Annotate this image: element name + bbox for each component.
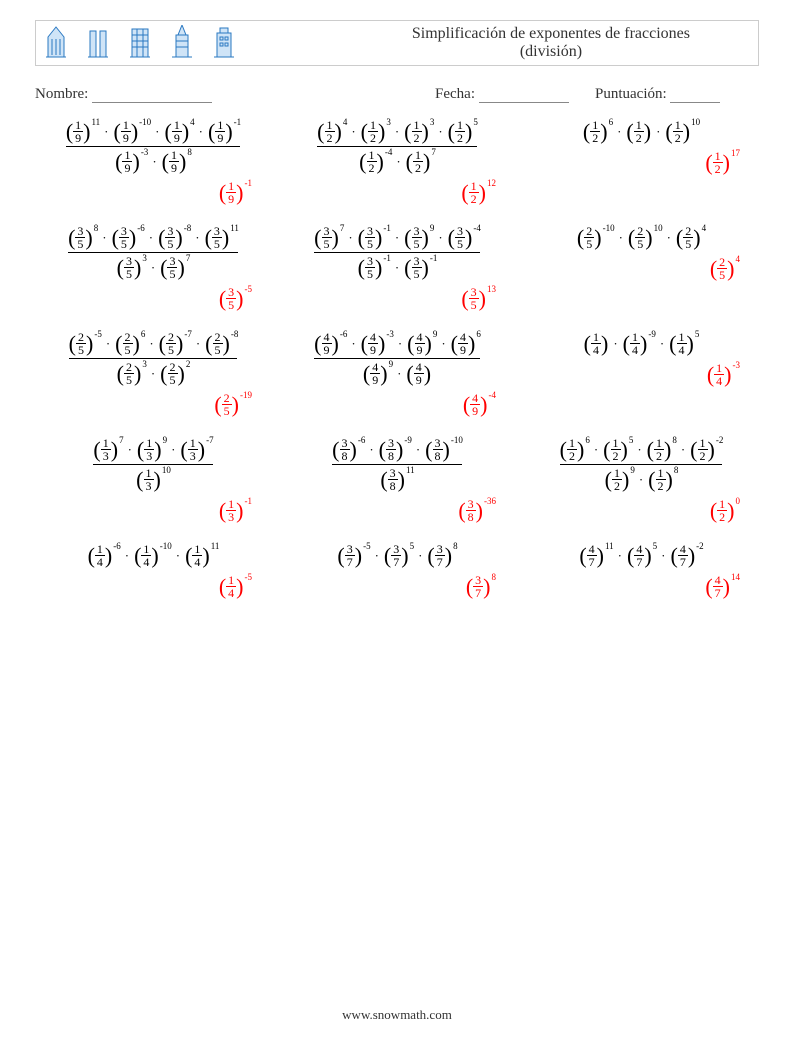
expression: (12)4·(12)3·(12)3·(12)5 (12)-4·(12)7 [317,119,477,174]
expression: (35)7·(35)-1·(35)9·(35)-4 (35)-1·(35)-1 [314,225,480,280]
answer: (12)17 [705,150,759,175]
header-bar: Simplificación de exponentes de fraccion… [35,20,759,66]
nombre-field: Nombre: [35,86,435,103]
problem-4: (35)8·(35)-6·(35)-8·(35)11 (35)3·(35)7 (… [35,225,271,311]
numerator: (38)-6·(38)-9·(38)-10 [332,437,462,465]
problem-2: (12)4·(12)3·(12)3·(12)5 (12)-4·(12)7 (12… [279,119,515,205]
numerator: (25)-5·(25)6·(25)-7·(25)-8 [69,331,238,359]
answer: (14)-5 [219,574,271,599]
building-3-icon [128,25,152,64]
nombre-label: Nombre: [35,86,88,102]
problem-6: (25)-10·(25)10·(25)4 (25)4 [523,225,759,311]
answer: (35)13 [461,286,515,311]
answer: (37)8 [466,574,515,599]
numerator: (25)-10·(25)10·(25)4 [577,225,705,250]
problem-12: (12)6·(12)5·(12)8·(12)-2 (12)9·(12)8 (12… [523,437,759,523]
title-line-1: Simplificación de exponentes de fraccion… [412,25,690,43]
expression: (12)6·(12)5·(12)8·(12)-2 (12)9·(12)8 [560,437,723,492]
problem-15: (47)11·(47)5·(47)-2 (47)14 [523,543,759,599]
expression: (49)-6·(49)-3·(49)9·(49)6 (49)9·(49) [314,331,480,386]
answer: (49)-4 [463,392,515,417]
problem-3: (12)6·(12)·(12)10 (12)17 [523,119,759,205]
denominator: (19)-3·(19)8 [115,147,191,174]
answer: (38)-36 [458,498,515,523]
problem-8: (49)-6·(49)-3·(49)9·(49)6 (49)9·(49) (49… [279,331,515,417]
building-2-icon [86,25,110,64]
answer: (25)-19 [214,392,271,417]
denominator: (49)9·(49) [363,359,431,386]
expression: (14)·(14)-9·(14)5 [584,331,699,356]
numerator: (12)4·(12)3·(12)3·(12)5 [317,119,477,147]
expression: (13)7·(13)9·(13)-7 (13)10 [93,437,212,492]
title-line-2: (división) [412,43,690,61]
problem-5: (35)7·(35)-1·(35)9·(35)-4 (35)-1·(35)-1 … [279,225,515,311]
numerator: (14)-6·(14)-10·(14)11 [88,543,219,568]
denominator: (12)-4·(12)7 [359,147,435,174]
punt-blank [670,88,720,103]
answer: (12)12 [461,180,515,205]
punt-field: Puntuación: [595,86,720,103]
fecha-blank [479,88,569,103]
expression: (37)-5·(37)5·(37)8 [337,543,456,568]
denominator: (35)-1·(35)-1 [358,253,437,280]
expression: (14)-6·(14)-10·(14)11 [88,543,219,568]
building-1-icon [44,25,68,64]
building-4-icon [170,25,194,64]
denominator: (25)3·(25)2 [117,359,190,386]
expression: (25)-5·(25)6·(25)-7·(25)-8 (25)3·(25)2 [69,331,238,386]
numerator: (37)-5·(37)5·(37)8 [337,543,456,568]
denominator: (38)11 [380,465,413,492]
numerator: (12)6·(12)·(12)10 [583,119,699,144]
problem-10: (13)7·(13)9·(13)-7 (13)10 (13)-1 [35,437,271,523]
fecha-field: Fecha: [435,86,595,103]
problems-grid: (19)11·(19)-10·(19)4·(19)-1 (19)-3·(19)8… [35,119,759,599]
problem-7: (25)-5·(25)6·(25)-7·(25)-8 (25)3·(25)2 (… [35,331,271,417]
expression: (35)8·(35)-6·(35)-8·(35)11 (35)3·(35)7 [68,225,238,280]
meta-row: Nombre: Fecha: Puntuación: [35,86,759,103]
problem-14: (37)-5·(37)5·(37)8 (37)8 [279,543,515,599]
answer: (25)4 [710,256,759,281]
problem-1: (19)11·(19)-10·(19)4·(19)-1 (19)-3·(19)8… [35,119,271,205]
problem-9: (14)·(14)-9·(14)5 (14)-3 [523,331,759,417]
numerator: (35)7·(35)-1·(35)9·(35)-4 [314,225,480,253]
numerator: (14)·(14)-9·(14)5 [584,331,699,356]
answer: (35)-5 [219,286,271,311]
answer: (12)0 [710,498,759,523]
expression: (47)11·(47)5·(47)-2 [579,543,702,568]
denominator: (12)9·(12)8 [605,465,678,492]
expression: (19)11·(19)-10·(19)4·(19)-1 (19)-3·(19)8 [66,119,240,174]
numerator: (47)11·(47)5·(47)-2 [579,543,702,568]
expression: (25)-10·(25)10·(25)4 [577,225,705,250]
answer: (47)14 [705,574,759,599]
punt-label: Puntuación: [595,86,667,102]
icon-row [44,20,236,67]
nombre-blank [92,88,212,103]
problem-11: (38)-6·(38)-9·(38)-10 (38)11 (38)-36 [279,437,515,523]
expression: (38)-6·(38)-9·(38)-10 (38)11 [332,437,462,492]
answer: (13)-1 [219,498,271,523]
numerator: (12)6·(12)5·(12)8·(12)-2 [560,437,723,465]
answer: (14)-3 [707,362,759,387]
problem-13: (14)-6·(14)-10·(14)11 (14)-5 [35,543,271,599]
denominator: (35)3·(35)7 [117,253,190,280]
answer: (19)-1 [219,180,271,205]
worksheet-title: Simplificación de exponentes de fraccion… [412,25,750,61]
numerator: (35)8·(35)-6·(35)-8·(35)11 [68,225,238,253]
denominator: (13)10 [136,465,170,492]
footer-url: www.snowmath.com [0,1007,794,1023]
numerator: (19)11·(19)-10·(19)4·(19)-1 [66,119,240,147]
building-5-icon [212,25,236,64]
numerator: (13)7·(13)9·(13)-7 [93,437,212,465]
numerator: (49)-6·(49)-3·(49)9·(49)6 [314,331,480,359]
fecha-label: Fecha: [435,86,475,102]
expression: (12)6·(12)·(12)10 [583,119,699,144]
